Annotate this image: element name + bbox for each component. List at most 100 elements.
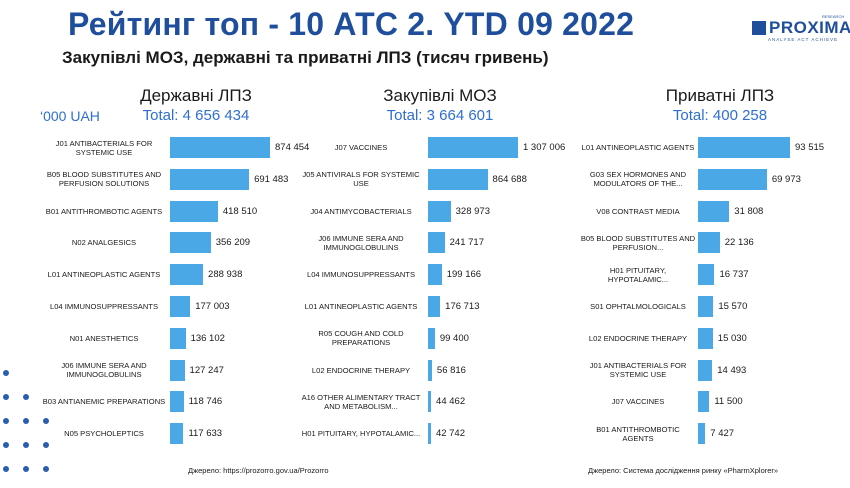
unit-label: ‘000 UAH [40,108,100,124]
category-label: J04 ANTIMYCOBACTERIALS [310,206,412,216]
data-label: 31 808 [734,205,764,217]
data-label: 93 515 [795,142,825,153]
category-label: S01 OPHTALMOLOGICALS [590,302,686,311]
data-label: 15 570 [718,301,748,312]
category-label: L02 ENDOCRINE THERAPY [588,333,688,343]
data-label: 99 400 [439,332,469,344]
data-label: 14 493 [717,364,747,376]
bar [428,327,435,349]
category-label: J06 IMMUNE SERA AND IMMUNOGLOBULINS [61,361,147,380]
decorative-dot [23,466,29,472]
category-label: J07 VACCINES [611,397,665,407]
logo-word: PROXIMA [769,18,850,37]
chart-title: Закупівлі МОЗ [383,86,497,105]
category-label: B01 ANTITHROMBOTIC AGENTS [596,424,680,443]
data-label: 15 030 [717,332,747,344]
category-label: B03 ANTIANEMIC PREPARATIONS [42,397,166,407]
category-label: L01 ANTINEOPLASTIC AGENTS [581,143,695,152]
category-label: N02 ANALGESICS [71,238,137,248]
bar [170,296,191,317]
proxima-logo: PROXIMA RESEARCH ANALYSE ACT ACHIEVE [752,14,850,44]
data-label: 136 102 [190,332,225,344]
bar [428,296,441,317]
decorative-dot [3,370,9,376]
bar [698,200,730,222]
chart-total: Total: 400 258 [672,107,768,124]
category-label: G03 SEX HORMONES AND MODULATORS OF THE..… [589,170,687,189]
category-label: J05 ANTIVIRALS FOR SYSTEMIC USE [302,170,420,189]
source-right: Джерело: Система дослідження ринку «Phar… [588,466,779,475]
chart-total: Total: 4 656 434 [142,107,250,124]
decorative-dots [3,370,49,472]
bar [698,264,715,286]
data-label: 241 717 [449,237,484,249]
category-label: N01 ANESTHETICS [69,333,139,343]
data-label: 328 973 [455,205,490,217]
category-label: B01 ANTITHROMBOTIC AGENTS [45,206,163,216]
data-label: 56 816 [436,364,466,376]
data-label: 7 427 [710,428,735,440]
data-label: 118 746 [188,396,223,408]
decorative-dot [23,418,29,424]
category-label: L04 IMMUNOSUPPRESSANTS [306,270,416,280]
data-label: 1 307 006 [523,142,566,153]
decorative-dot [43,418,49,424]
bar [428,232,445,254]
bar [170,391,184,413]
bar [698,137,790,158]
bar [428,359,432,381]
chart-title: Державні ЛПЗ [140,86,252,105]
category-label: H01 PITUITARY, HYPOTALAMIC... [607,265,669,284]
bar [428,264,442,286]
bar [698,359,713,381]
data-label: 199 166 [446,269,482,281]
bar [698,423,706,445]
bar [170,264,204,286]
data-label: 691 483 [254,173,289,185]
category-label: B05 BLOOD SUBSTITUTES AND PERFUSION SOLU… [46,170,162,189]
chart-total: Total: 3 664 601 [386,107,494,124]
bar [170,359,185,381]
bar [698,232,720,254]
category-label: L01 ANTINEOPLASTIC AGENTS [47,270,161,280]
bar [698,327,713,349]
data-label: 176 713 [445,301,480,312]
bar [698,168,767,190]
data-label: 117 633 [188,428,223,440]
bar [170,137,270,158]
page-subtitle: Закупівлі МОЗ, державні та приватні ЛПЗ … [62,48,549,67]
decorative-dot [23,394,29,400]
decorative-dot [23,442,29,448]
category-label: L01 ANTINEOPLASTIC AGENTS [304,302,418,311]
data-label: 11 500 [714,396,743,408]
bar [428,423,431,445]
data-label: 864 688 [492,173,527,185]
category-label: A16 OTHER ALIMENTARY TRACT AND METABOLIS… [301,392,421,411]
bar [698,391,710,413]
data-label: 127 247 [189,364,224,376]
category-label: B05 BLOOD SUBSTITUTES AND PERFUSION... [580,233,696,252]
chart-header-state: Державні ЛПЗ Total: 4 656 434 [76,86,316,124]
data-label: 418 510 [222,205,258,217]
decorative-dot [3,466,9,472]
category-label: J01 ANTIBACTERIALS FOR SYSTEMIC USE [55,138,153,157]
bar [170,168,250,190]
category-label: L02 ENDOCRINE THERAPY [311,365,411,375]
category-label: R05 COUGH AND COLD PREPARATIONS [318,329,404,348]
data-label: 177 003 [195,301,230,312]
decorative-dot [43,466,49,472]
bar [428,137,518,158]
data-label: 874 454 [275,142,310,153]
logo-tagline: ANALYSE ACT ACHIEVE [768,37,839,42]
category-label: N05 PSYCHOLEPTICS [64,429,144,439]
data-label: 44 462 [436,396,466,408]
category-label: J07 VACCINES [334,143,388,152]
bar [170,423,184,445]
data-label: 69 973 [771,173,801,185]
logo-mark-icon [752,21,766,35]
chart-title: Приватні ЛПЗ [665,86,775,105]
data-label: 22 136 [724,237,754,249]
page-title: Рейтинг топ - 10 АТС 2. YTD 09 2022 [68,6,635,42]
category-label: J06 IMMUNE SERA AND IMMUNOGLOBULINS [318,233,404,252]
data-label: 288 938 [208,269,243,281]
